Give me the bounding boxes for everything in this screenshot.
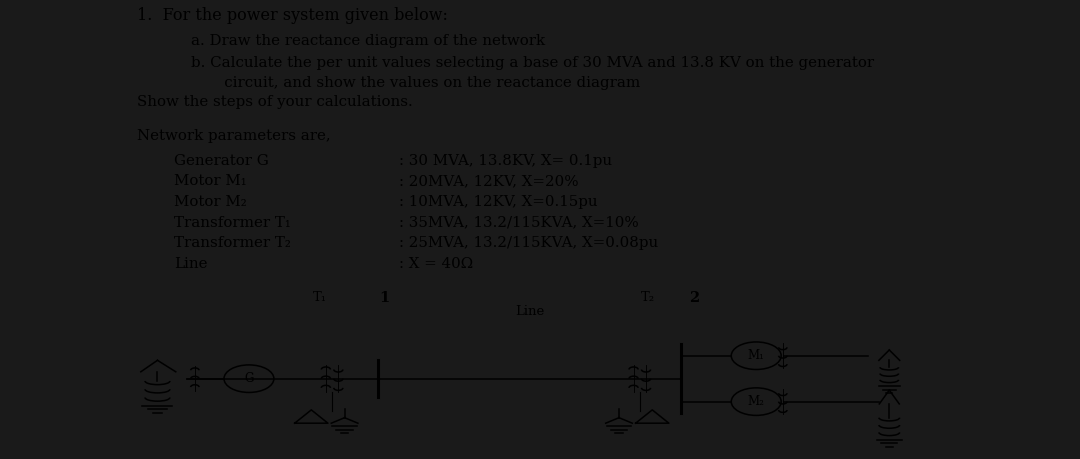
Text: : 25MVA, 13.2/115KVA, X=0.08pu: : 25MVA, 13.2/115KVA, X=0.08pu (399, 236, 658, 251)
Text: M₁: M₁ (747, 349, 765, 362)
Text: Motor M₁: Motor M₁ (174, 174, 246, 189)
Text: T₁: T₁ (312, 291, 326, 304)
Text: circuit, and show the values on the reactance diagram: circuit, and show the values on the reac… (191, 76, 640, 90)
Text: M₂: M₂ (747, 395, 765, 408)
Text: Line: Line (174, 257, 207, 271)
Text: G: G (244, 372, 254, 385)
Text: 2: 2 (689, 291, 699, 306)
Text: a. Draw the reactance diagram of the network: a. Draw the reactance diagram of the net… (191, 34, 544, 49)
Text: : 30 MVA, 13.8KV, X= 0.1pu: : 30 MVA, 13.8KV, X= 0.1pu (399, 154, 611, 168)
Text: Network parameters are,: Network parameters are, (137, 129, 330, 143)
Text: Transformer T₂: Transformer T₂ (174, 236, 291, 251)
Text: 1.  For the power system given below:: 1. For the power system given below: (137, 7, 447, 24)
Text: : 10MVA, 12KV, X=0.15pu: : 10MVA, 12KV, X=0.15pu (399, 195, 597, 209)
Text: Transformer T₁: Transformer T₁ (174, 216, 291, 230)
Text: Generator G: Generator G (174, 154, 269, 168)
Text: Motor M₂: Motor M₂ (174, 195, 247, 209)
Text: b. Calculate the per unit values selecting a base of 30 MVA and 13.8 KV on the g: b. Calculate the per unit values selecti… (191, 56, 874, 70)
Text: : 20MVA, 12KV, X=20%: : 20MVA, 12KV, X=20% (399, 174, 578, 189)
Text: Show the steps of your calculations.: Show the steps of your calculations. (137, 95, 413, 110)
Text: : X = 40Ω: : X = 40Ω (399, 257, 473, 271)
Text: T₂: T₂ (642, 291, 656, 304)
Text: 1: 1 (379, 291, 390, 306)
Text: : 35MVA, 13.2/115KVA, X=10%: : 35MVA, 13.2/115KVA, X=10% (399, 216, 638, 230)
Text: Line: Line (515, 305, 544, 318)
